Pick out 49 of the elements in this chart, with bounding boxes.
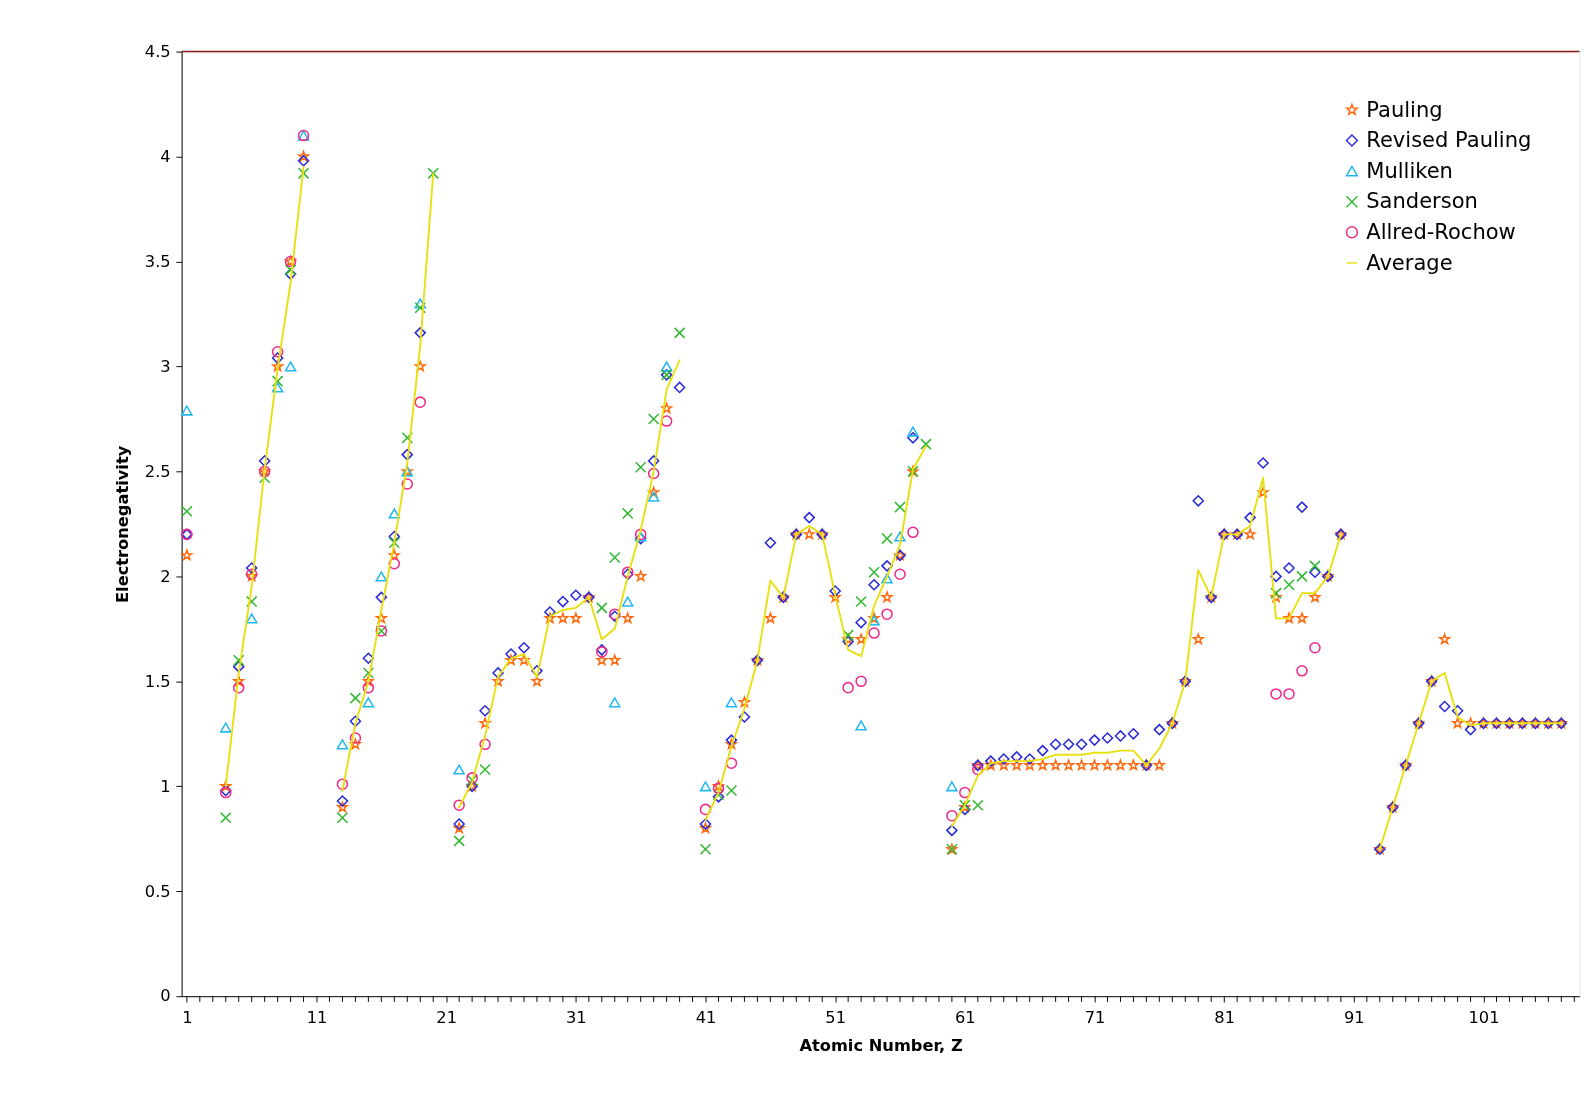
y-tick-label: 2 [160, 566, 171, 586]
legend-label: Sanderson [1366, 188, 1478, 214]
x-tick-label: 11 [306, 1007, 328, 1027]
point [907, 426, 919, 437]
y-tick-label: 3 [160, 356, 171, 376]
y-tick-label: 4 [160, 146, 171, 166]
point [284, 361, 297, 372]
x-tick-label: 81 [1214, 1007, 1236, 1027]
point [284, 264, 297, 276]
point [232, 681, 245, 694]
legend-label: Average [1366, 249, 1453, 275]
point [271, 375, 284, 387]
y-tick-label: 0 [160, 986, 171, 1006]
legend-label: Allred-Rochow [1366, 218, 1516, 244]
x-tick-label: 61 [954, 1007, 976, 1027]
point [297, 167, 310, 180]
point [271, 345, 284, 358]
point [453, 835, 465, 847]
y-tick-label: 1.5 [144, 671, 171, 691]
point [181, 405, 193, 416]
legend-label: Pauling [1366, 96, 1443, 122]
x-tick-label: 51 [825, 1007, 847, 1027]
point [271, 382, 284, 393]
x-tick-label: 91 [1343, 1007, 1365, 1027]
y-tick-label: 0.5 [144, 881, 171, 901]
point [699, 843, 712, 856]
x-axis-title: Atomic Number, Z [799, 1036, 963, 1056]
y-axis-title: Electronegativity [112, 445, 132, 604]
point [219, 722, 232, 733]
legend-label: Mulliken [1366, 157, 1453, 183]
point [219, 812, 232, 824]
point [336, 812, 349, 824]
point [673, 327, 686, 339]
point [920, 438, 932, 450]
y-tick-label: 2.5 [144, 461, 171, 481]
point [245, 595, 258, 608]
y-tick-label: 3.5 [144, 251, 171, 271]
x-tick-label: 71 [1084, 1007, 1106, 1027]
x-tick-label: 41 [695, 1007, 717, 1027]
point [245, 613, 258, 624]
point [181, 505, 193, 518]
x-tick-label: 101 [1468, 1007, 1500, 1027]
x-tick-label: 1 [182, 1007, 193, 1027]
y-tick-label: 1 [160, 776, 171, 796]
legend-label: Revised Pauling [1366, 127, 1532, 153]
x-tick-label: 21 [436, 1007, 457, 1027]
y-tick-label: 4.5 [144, 41, 171, 61]
x-tick-label: 31 [565, 1007, 587, 1027]
point [232, 654, 245, 667]
